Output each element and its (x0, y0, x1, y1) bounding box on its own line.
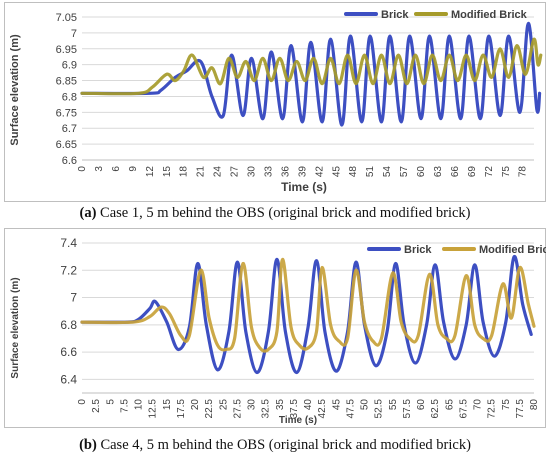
y-tick-label: 6.65 (56, 139, 77, 151)
x-tick-label: 60 (416, 166, 427, 178)
chart-panel-a: 6.6 6.65 6.7 6.75 6.8 6.85 6.9 6.95 7 7.05 0 3 6 9 12 1… (4, 2, 546, 202)
x-tick-label: 25 (218, 399, 229, 411)
x-tick-label: 54 (382, 166, 393, 178)
x-tick-label: 12 (145, 166, 156, 178)
x-tick-label: 37.5 (289, 399, 300, 419)
x-tick-label: 57.5 (402, 399, 413, 419)
x-tick-label: 20 (190, 399, 201, 411)
y-axis-title: Surface elevation (m) (10, 277, 21, 378)
x-tick-label: 48 (348, 166, 359, 178)
x-tick-label: 9 (128, 166, 139, 172)
x-tick-label: 6 (111, 166, 122, 172)
x-tick-label: 66 (450, 166, 461, 178)
x-tick-label: 70 (473, 399, 484, 411)
caption-a-text: Case 1, 5 m behind the OBS (original bri… (96, 205, 471, 221)
x-tick-label: 0 (77, 399, 88, 405)
y-tick-label: 7.4 (60, 236, 77, 250)
x-tick-label: 32.5 (261, 399, 272, 419)
y-axis-title: Surface elevation (m) (9, 34, 21, 146)
x-tick-label: 10 (134, 399, 145, 411)
caption-b-text: Case 4, 5 m behind the OBS (original bri… (96, 437, 471, 453)
x-tick-label: 42 (314, 166, 325, 178)
x-tick-label: 63 (433, 166, 444, 178)
x-tick-label: 62.5 (430, 399, 441, 419)
x-tick-label: 75 (501, 166, 512, 178)
y-tick-label: 6.6 (60, 345, 77, 359)
x-tick-label: 50 (360, 399, 371, 411)
y-tick-label: 7.05 (56, 12, 77, 24)
chart-b: 6.46.66.877.27.40 2.5 5 7.5 10 12.5 15 17.5 20 22… (4, 228, 546, 428)
x-tick-label: 78 (518, 166, 529, 178)
caption-a: (a) Case 1, 5 m behind the OBS (original… (0, 205, 550, 222)
y-tick-label: 6.85 (56, 76, 77, 88)
x-tick-label: 67.5 (458, 399, 469, 419)
x-tick-label: 35 (275, 399, 286, 411)
x-tick-label: 45 (331, 399, 342, 411)
x-tick-label: 12.5 (148, 399, 159, 419)
caption-b-letter: (b) (79, 437, 97, 453)
legend-label-brick: Brick (381, 9, 409, 21)
series-line-modified-brick (80, 257, 536, 353)
x-tick-label: 27.5 (232, 399, 243, 419)
x-tick-label: 0 (77, 166, 88, 172)
x-tick-label: 60 (416, 399, 427, 411)
chart-panel-b: 6.4 6.6 6.8 7 7.2 7.4 0 2.5 5 7.5 10 12.5 15 17.5 20 22… (4, 228, 546, 428)
x-tick-label: 69 (467, 166, 478, 178)
x-tick-label: 7.5 (119, 399, 130, 413)
x-tick-label: 27 (230, 166, 241, 178)
series-line-brick (80, 21, 542, 127)
legend-label-brick: Brick (404, 244, 432, 256)
caption-a-letter: (a) (79, 205, 97, 221)
x-tick-label: 3 (94, 166, 105, 172)
x-tick-label: 18 (179, 166, 190, 178)
x-tick-label: 80 (529, 399, 540, 411)
y-tick-label: 6.9 (62, 60, 77, 72)
x-tick-label: 75 (501, 399, 512, 411)
x-axis-title: Time (s) (281, 180, 327, 194)
x-tick-label: 55 (388, 399, 399, 411)
x-tick-label: 52.5 (374, 399, 385, 419)
x-tick-label: 39 (297, 166, 308, 178)
x-tick-label: 45 (331, 166, 342, 178)
x-tick-label: 40 (303, 399, 314, 411)
x-tick-label: 21 (196, 166, 207, 178)
x-tick-label: 24 (213, 166, 224, 178)
x-tick-label: 15 (162, 166, 173, 178)
x-tick-label: 30 (247, 166, 258, 178)
x-tick-label: 51 (365, 166, 376, 178)
y-tick-label: 7.2 (60, 263, 77, 277)
x-tick-label: 17.5 (176, 399, 187, 419)
series-line-modified-brick (80, 37, 543, 96)
x-tick-label: 65 (444, 399, 455, 411)
x-tick-label: 72.5 (487, 399, 498, 419)
x-tick-label: 72 (484, 166, 495, 178)
y-tick-label: 6.95 (56, 44, 77, 56)
y-tick-label: 6.6 (62, 155, 77, 167)
x-tick-label: 30 (247, 399, 258, 411)
x-axis-title: Time (s) (279, 415, 317, 426)
y-tick-label: 6.4 (60, 372, 77, 386)
x-tick-label: 33 (263, 166, 274, 178)
x-tick-label: 5 (105, 399, 116, 405)
y-tick-label: 7 (70, 291, 77, 305)
chart-frame (4, 2, 546, 202)
x-tick-label: 2.5 (91, 399, 102, 413)
x-tick-label: 47.5 (345, 399, 356, 419)
y-tick-label: 6.8 (60, 318, 77, 332)
legend-label-modified-brick: Modified Brick (479, 244, 546, 256)
x-tick-label: 36 (280, 166, 291, 178)
y-tick-label: 6.8 (62, 91, 77, 103)
x-tick-label: 57 (399, 166, 410, 178)
x-tick-label: 15 (162, 399, 173, 411)
x-tick-label: 77.5 (515, 399, 526, 419)
y-tick-label: 6.75 (56, 107, 77, 119)
y-tick-label: 7 (71, 28, 77, 40)
x-tick-label: 42.5 (317, 399, 328, 419)
x-tick-label: 22.5 (204, 399, 215, 419)
y-tick-label: 6.7 (62, 123, 77, 135)
legend-label-modified-brick: Modified Brick (451, 9, 528, 21)
caption-b: (b) Case 4, 5 m behind the OBS (original… (0, 437, 550, 454)
